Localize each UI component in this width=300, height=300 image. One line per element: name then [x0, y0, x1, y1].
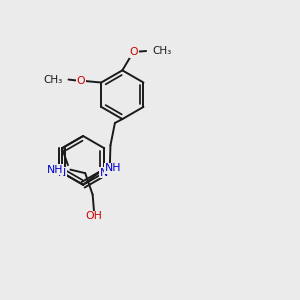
Text: O: O	[77, 76, 85, 86]
Text: CH₃: CH₃	[152, 46, 171, 56]
Text: NH: NH	[104, 164, 121, 173]
Text: NH: NH	[47, 165, 64, 175]
Text: O: O	[129, 47, 138, 57]
Text: N: N	[58, 168, 66, 178]
Text: CH₃: CH₃	[44, 75, 63, 85]
Text: OH: OH	[86, 211, 103, 221]
Text: N: N	[100, 168, 108, 178]
